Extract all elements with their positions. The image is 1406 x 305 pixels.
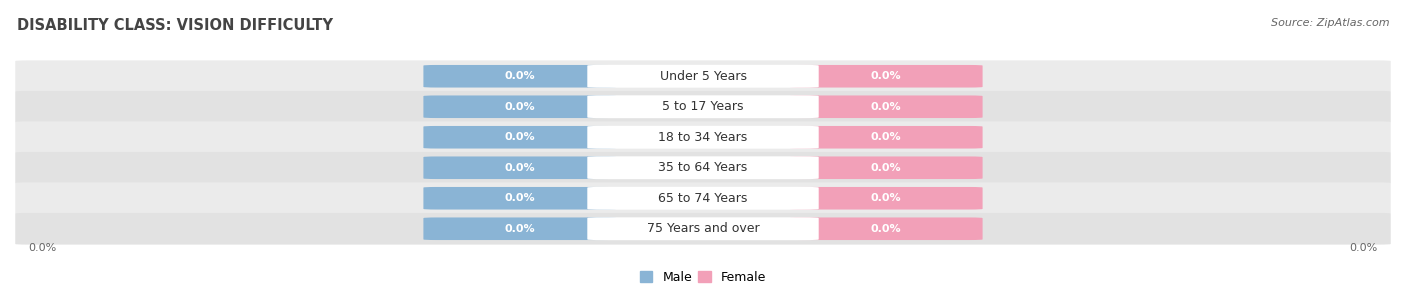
Text: 0.0%: 0.0% [28,243,56,253]
Text: 0.0%: 0.0% [870,132,901,142]
Legend: Male, Female: Male, Female [636,266,770,289]
Text: 18 to 34 Years: 18 to 34 Years [658,131,748,144]
FancyBboxPatch shape [423,65,616,88]
FancyBboxPatch shape [15,152,1391,184]
Text: 0.0%: 0.0% [505,71,536,81]
Text: 0.0%: 0.0% [870,193,901,203]
FancyBboxPatch shape [423,156,616,179]
Text: Source: ZipAtlas.com: Source: ZipAtlas.com [1271,18,1389,28]
Text: Under 5 Years: Under 5 Years [659,70,747,83]
Text: 0.0%: 0.0% [870,102,901,112]
FancyBboxPatch shape [790,95,983,118]
FancyBboxPatch shape [588,65,818,88]
Text: 0.0%: 0.0% [505,193,536,203]
Text: DISABILITY CLASS: VISION DIFFICULTY: DISABILITY CLASS: VISION DIFFICULTY [17,18,333,33]
FancyBboxPatch shape [790,156,983,179]
FancyBboxPatch shape [15,213,1391,245]
FancyBboxPatch shape [423,95,616,118]
FancyBboxPatch shape [423,187,616,210]
Text: 0.0%: 0.0% [505,224,536,234]
Text: 0.0%: 0.0% [870,71,901,81]
Text: 35 to 64 Years: 35 to 64 Years [658,161,748,174]
FancyBboxPatch shape [790,187,983,210]
FancyBboxPatch shape [588,156,818,179]
Text: 0.0%: 0.0% [505,102,536,112]
FancyBboxPatch shape [790,126,983,149]
Text: 0.0%: 0.0% [870,224,901,234]
FancyBboxPatch shape [15,60,1391,92]
FancyBboxPatch shape [790,65,983,88]
Text: 0.0%: 0.0% [1350,243,1378,253]
FancyBboxPatch shape [588,187,818,210]
Text: 0.0%: 0.0% [505,163,536,173]
FancyBboxPatch shape [15,182,1391,214]
FancyBboxPatch shape [588,95,818,118]
Text: 0.0%: 0.0% [870,163,901,173]
Text: 75 Years and over: 75 Years and over [647,222,759,235]
Text: 0.0%: 0.0% [505,132,536,142]
FancyBboxPatch shape [423,126,616,149]
FancyBboxPatch shape [588,217,818,240]
Text: 65 to 74 Years: 65 to 74 Years [658,192,748,205]
FancyBboxPatch shape [423,217,616,240]
Text: 5 to 17 Years: 5 to 17 Years [662,100,744,113]
FancyBboxPatch shape [588,126,818,149]
FancyBboxPatch shape [15,121,1391,153]
FancyBboxPatch shape [790,217,983,240]
FancyBboxPatch shape [15,91,1391,123]
